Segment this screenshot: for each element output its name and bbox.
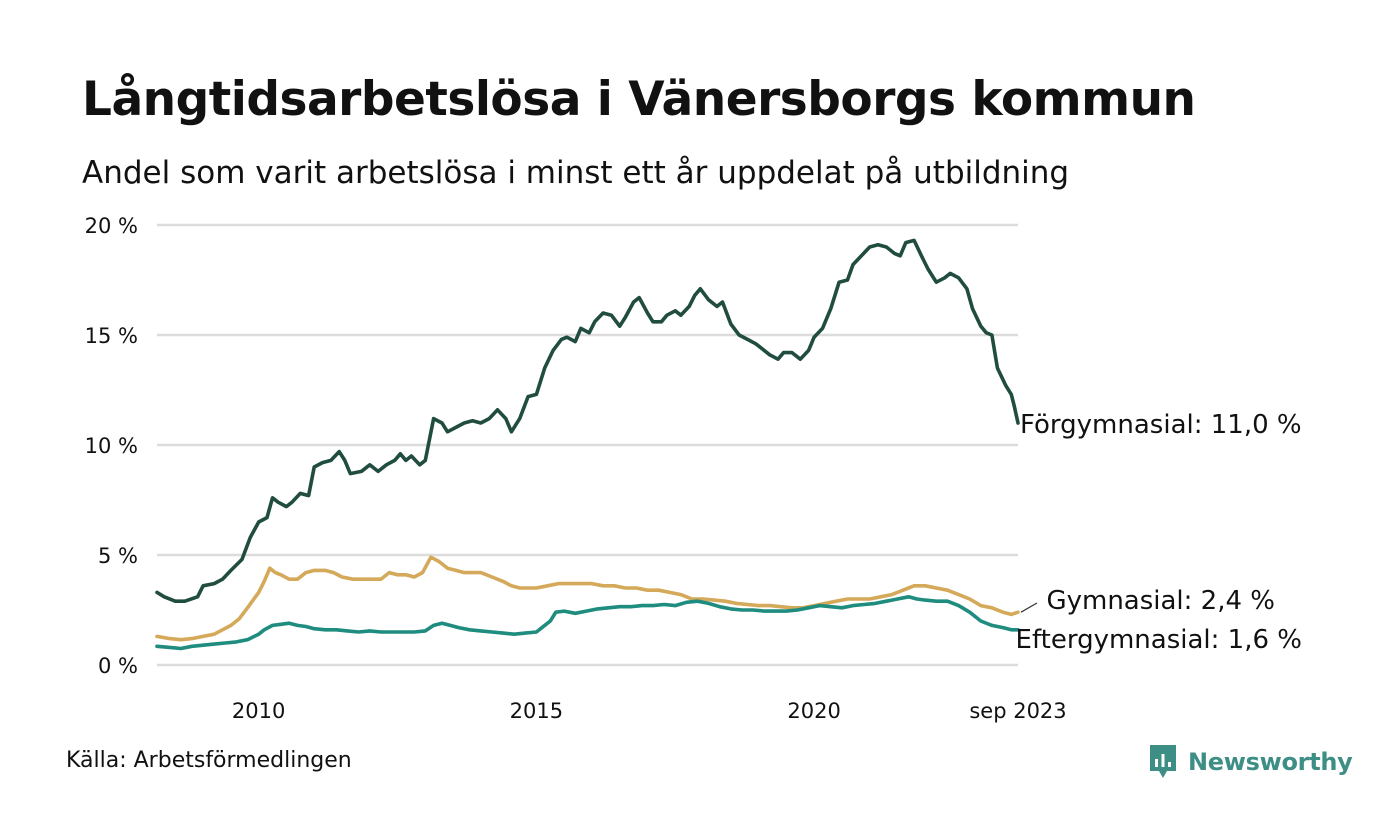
x-axis-ticks: 2010 2015 2020 sep 2023 bbox=[232, 699, 1067, 723]
series-line-gymnasial bbox=[155, 555, 1020, 642]
newsworthy-logo-icon bbox=[1150, 745, 1176, 778]
x-tick-label: sep 2023 bbox=[969, 699, 1066, 723]
gridlines bbox=[157, 223, 1018, 667]
chart-subtitle: Andel som varit arbetslösa i minst ett å… bbox=[82, 155, 1070, 191]
x-tick-label: 2015 bbox=[510, 699, 563, 723]
y-tick-label: 15 % bbox=[85, 324, 138, 348]
brand-name: Newsworthy bbox=[1188, 748, 1353, 776]
chart-title: Långtidsarbetslösa i Vänersborgs kommun bbox=[82, 72, 1196, 127]
x-tick-label: 2010 bbox=[232, 699, 285, 723]
end-label-gymnasial: Gymnasial: 2,4 % bbox=[1046, 586, 1275, 616]
source-note: Källa: Arbetsförmedlingen bbox=[66, 748, 352, 773]
series-line-eftergymnasial bbox=[155, 595, 1020, 651]
end-label-förgymnasial: Förgymnasial: 11,0 % bbox=[1020, 410, 1302, 440]
y-tick-label: 20 % bbox=[85, 214, 138, 238]
brand-logo: Newsworthy bbox=[1148, 742, 1353, 782]
series-line-förgymnasial bbox=[155, 238, 1020, 603]
end-label-eftergymnasial: Eftergymnasial: 1,6 % bbox=[1016, 625, 1302, 655]
gymnasial-leader-line bbox=[1020, 602, 1038, 613]
y-tick-label: 0 % bbox=[98, 654, 138, 678]
series-end-labels: Förgymnasial: 11,0 % Gymnasial: 2,4 % Efte… bbox=[1016, 410, 1302, 655]
y-tick-label: 10 % bbox=[85, 434, 138, 458]
y-axis-ticks: 0 % 5 % 10 % 15 % 20 % bbox=[85, 214, 138, 678]
series-lines bbox=[155, 238, 1020, 651]
y-tick-label: 5 % bbox=[98, 544, 138, 568]
x-tick-label: 2020 bbox=[787, 699, 840, 723]
